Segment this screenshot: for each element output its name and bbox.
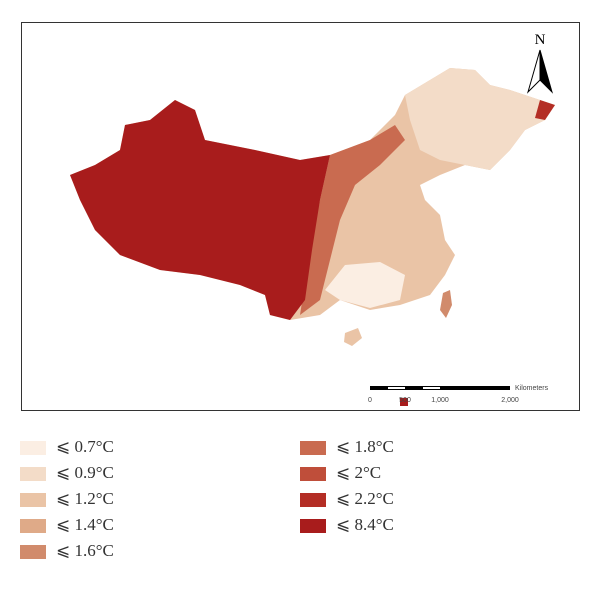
north-arrow — [526, 49, 554, 94]
region — [535, 100, 555, 120]
scale-label: 1,000 — [431, 397, 449, 404]
legend-label: ⩽ 1.4°C — [56, 515, 114, 534]
legend-swatch — [20, 441, 46, 455]
legend-label: ⩽ 1.8°C — [336, 437, 394, 456]
legend-swatch — [20, 467, 46, 481]
region — [440, 290, 452, 318]
legend-label: ⩽ 0.7°C — [56, 437, 114, 456]
legend-label: ⩽ 1.2°C — [56, 489, 114, 508]
legend-label: ⩽ 0.9°C — [56, 463, 114, 482]
legend-swatch — [20, 519, 46, 533]
region — [405, 68, 545, 170]
region — [325, 262, 405, 308]
region — [300, 125, 405, 315]
legend-label: ⩽ 8.4°C — [336, 515, 394, 534]
region — [344, 328, 362, 346]
scale-label: 500 — [399, 397, 411, 404]
legend-swatch — [300, 441, 326, 455]
legend-swatch — [20, 493, 46, 507]
scale-bar — [370, 386, 510, 390]
legend-swatch — [300, 519, 326, 533]
legend-swatch — [300, 467, 326, 481]
region — [400, 398, 408, 406]
legend-label: ⩽ 2°C — [336, 463, 381, 482]
region — [70, 100, 330, 320]
legend-swatch — [20, 545, 46, 559]
legend-swatch — [300, 493, 326, 507]
scale-label: 2,000 — [501, 397, 519, 404]
legend-label: ⩽ 2.2°C — [336, 489, 394, 508]
legend-label: ⩽ 1.6°C — [56, 541, 114, 560]
scale-label: 0 — [368, 397, 372, 404]
scale-unit: Kilometers — [515, 385, 549, 392]
map — [70, 68, 555, 406]
north-label: N — [535, 32, 546, 48]
